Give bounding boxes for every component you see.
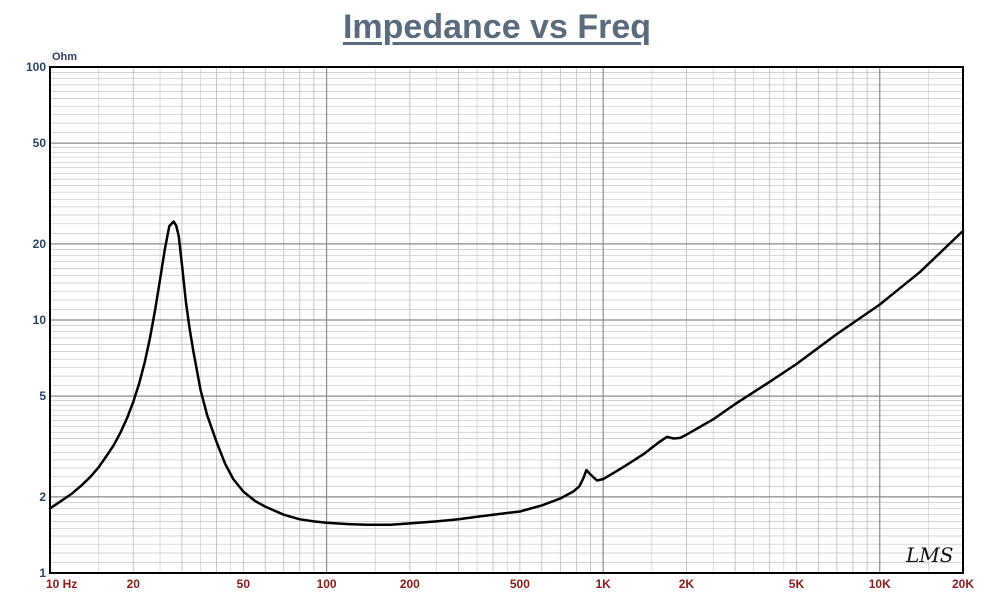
impedance-curve bbox=[48, 220, 965, 527]
x-tick-label: 2K bbox=[679, 577, 695, 591]
y-tick-label: 2 bbox=[39, 490, 46, 504]
x-tick-label: 20K bbox=[952, 577, 974, 591]
y-tick-label: 1 bbox=[39, 566, 46, 580]
chart-title: Impedance vs Freq bbox=[342, 8, 651, 46]
x-tick-label: 100 bbox=[317, 577, 337, 591]
y-tick-label: 5 bbox=[39, 389, 46, 403]
y-tick-label: 50 bbox=[33, 136, 47, 150]
y-axis-ticks: 1 2 5 10 20 50 100 bbox=[26, 60, 46, 580]
y-tick-label: 20 bbox=[33, 237, 47, 251]
x-axis-ticks: 10 Hz 20 50 100 200 500 1K 2K 5K 10K 20K bbox=[46, 577, 974, 591]
major-grid bbox=[49, 66, 963, 574]
x-tick-label: 200 bbox=[400, 577, 420, 591]
plot-frame bbox=[49, 66, 964, 574]
y-axis-unit: Ohm bbox=[52, 51, 77, 63]
x-tick-label: 50 bbox=[237, 577, 251, 591]
y-tick-label: 10 bbox=[33, 313, 47, 327]
x-tick-label: 5K bbox=[789, 577, 805, 591]
y-tick-label: 100 bbox=[26, 60, 46, 74]
x-tick-label: 500 bbox=[510, 577, 530, 591]
lms-watermark: LMS bbox=[905, 543, 953, 567]
x-tick-label: 20 bbox=[127, 577, 141, 591]
x-tick-label: 1K bbox=[595, 577, 611, 591]
x-tick-label: 10 Hz bbox=[46, 577, 77, 591]
x-tick-label: 10K bbox=[869, 577, 891, 591]
